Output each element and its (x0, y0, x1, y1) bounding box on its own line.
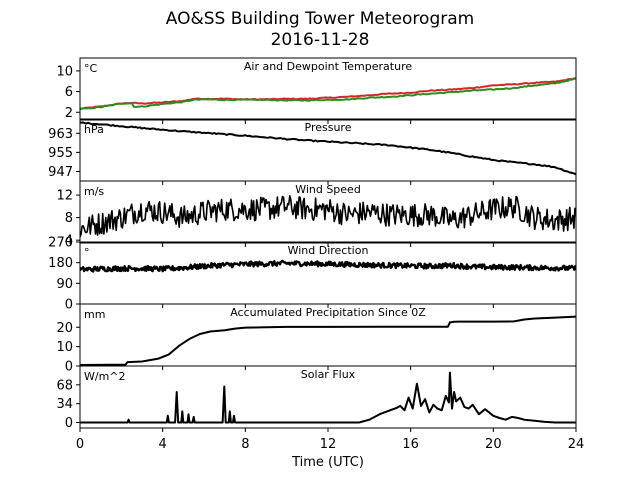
x-tick-label-8: 8 (241, 437, 249, 452)
y-tick-label-3-3: 12 (56, 189, 73, 204)
y-tick-label-4-1: 0 (65, 298, 73, 313)
panel-unit-6: W/m^2 (84, 370, 126, 383)
y-tick-label-4-3: 180 (48, 256, 73, 271)
figure-title-line2: 2016-11-28 (271, 30, 370, 50)
panel-unit-4: ° (84, 246, 90, 259)
panel-title-2: Pressure (305, 121, 352, 134)
y-tick-label-3-2: 8 (65, 211, 73, 226)
panel-title-4: Wind Direction (288, 244, 369, 257)
figure-title-line1: AO&SS Building Tower Meteorogram (166, 9, 474, 29)
y-tick-label-3-1: 4 (65, 234, 73, 249)
x-tick-label-12: 12 (320, 437, 337, 452)
x-tick-label-20: 20 (485, 437, 502, 452)
panel-1: 2 6 10 Air and Dewpoint Temperature °C (56, 57, 577, 124)
y-tick-label-1-1: 2 (65, 106, 73, 121)
panel-unit-1: °C (84, 62, 98, 75)
panel-6: 0 34 68 0 4 8 12 16 20 24 Solar Flux W/m^2 (56, 365, 585, 452)
y-tick-label-6-3: 68 (56, 378, 73, 393)
y-tick-label-2-2: 955 (48, 146, 73, 161)
panel-title-1: Air and Dewpoint Temperature (244, 60, 412, 73)
panel-4: 0 90 180 270 Wind Direction ° (48, 236, 577, 313)
y-tick-label-5-1: 0 (65, 360, 73, 375)
panel-unit-3: m/s (84, 185, 104, 198)
series-line-1-1 (80, 77, 576, 110)
x-tick-label-4: 4 (159, 437, 167, 452)
panel-title-6: Solar Flux (301, 368, 356, 381)
panel-unit-5: mm (84, 308, 105, 321)
series-line-1-2 (80, 77, 576, 110)
y-tick-label-5-3: 20 (56, 321, 73, 336)
x-tick-label-0: 0 (76, 437, 84, 452)
y-tick-label-6-1: 0 (65, 416, 73, 431)
x-tick-label-24: 24 (568, 437, 585, 452)
panels-group: 2 6 10 Air and Dewpoint Temperature °C 947 955… (48, 57, 585, 452)
series-line-6-1 (80, 371, 576, 424)
x-tick-label-16: 16 (402, 437, 419, 452)
y-tick-label-4-2: 90 (56, 277, 73, 292)
y-tick-label-1-3: 10 (56, 64, 73, 79)
y-tick-label-5-2: 10 (56, 340, 73, 355)
x-axis-label: Time (UTC) (291, 455, 364, 470)
y-tick-label-1-2: 6 (65, 85, 73, 100)
series-line-3-1 (80, 195, 576, 237)
y-tick-label-4-4: 270 (48, 236, 73, 251)
series-line-4-1 (80, 259, 576, 273)
y-tick-label-2-1: 947 (48, 165, 73, 180)
panel-title-5: Accumulated Precipitation Since 0Z (230, 306, 426, 319)
panel-3: 4 8 12 Wind Speed m/s (56, 180, 577, 249)
panel-2: 947 955 963 Pressure hPa (48, 118, 577, 185)
series-line-5-1 (80, 315, 576, 366)
panel-5: 0 10 20 Accumulated Precipitation Since 0Z m… (56, 303, 577, 375)
panel-unit-2: hPa (84, 123, 104, 136)
series-line-2-1 (80, 121, 576, 176)
y-tick-label-2-3: 963 (48, 127, 73, 142)
y-tick-label-6-2: 34 (56, 397, 73, 412)
panel-title-3: Wind Speed (295, 183, 361, 196)
